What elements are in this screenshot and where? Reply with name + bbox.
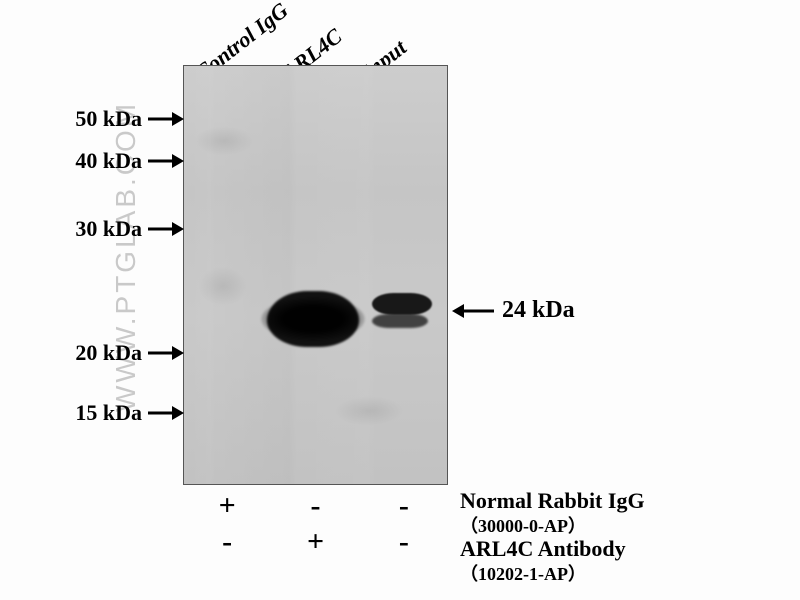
mw-marker-50: 50 kDa: [12, 106, 182, 132]
blot-smudge: [198, 266, 248, 306]
legend-title: ARL4C Antibody: [460, 536, 626, 562]
mw-marker-15: 15 kDa: [12, 400, 182, 426]
arrow-right-icon: [148, 160, 182, 162]
arrow-right-icon: [148, 228, 182, 230]
blot-smudge: [334, 396, 404, 426]
arrow-right-icon: [148, 412, 182, 414]
grid-cell: -: [183, 528, 271, 556]
legend-subtitle: （30000-0-AP）: [460, 512, 645, 538]
arrow-right-icon: [148, 118, 182, 120]
mw-label: 15 kDa: [75, 400, 142, 426]
mw-label: 40 kDa: [75, 148, 142, 174]
mw-label: 50 kDa: [75, 106, 142, 132]
grid-cell: -: [360, 528, 448, 556]
mw-marker-20: 20 kDa: [12, 340, 182, 366]
legend-subtitle: （10202-1-AP）: [460, 560, 626, 586]
mw-marker-40: 40 kDa: [12, 148, 182, 174]
band-arl4c-lane: [267, 291, 359, 347]
blot-smudge: [194, 126, 254, 156]
mw-label: 20 kDa: [75, 340, 142, 366]
band-annotation: 24 kDa: [452, 297, 575, 324]
mw-label: 30 kDa: [75, 216, 142, 242]
grid-cell: -: [271, 492, 359, 520]
legend-row-1: Normal Rabbit IgG （30000-0-AP）: [460, 488, 645, 538]
grid-cell: +: [271, 528, 359, 556]
arrow-right-icon: [148, 352, 182, 354]
treatment-grid: + - - - + -: [183, 492, 448, 556]
blot-membrane: [183, 65, 448, 485]
band-input-lane-lower: [372, 314, 428, 328]
legend-row-2: ARL4C Antibody （10202-1-AP）: [460, 536, 626, 586]
mw-marker-30: 30 kDa: [12, 216, 182, 242]
arrow-left-icon: [452, 310, 492, 312]
grid-cell: -: [360, 492, 448, 520]
grid-cell: +: [183, 492, 271, 520]
band-annotation-label: 24 kDa: [502, 297, 575, 324]
legend-title: Normal Rabbit IgG: [460, 488, 645, 514]
band-input-lane-upper: [372, 293, 432, 315]
figure-root: WWW.PTGLAB.COM Control IgG ARL4C Input 5…: [0, 0, 800, 600]
